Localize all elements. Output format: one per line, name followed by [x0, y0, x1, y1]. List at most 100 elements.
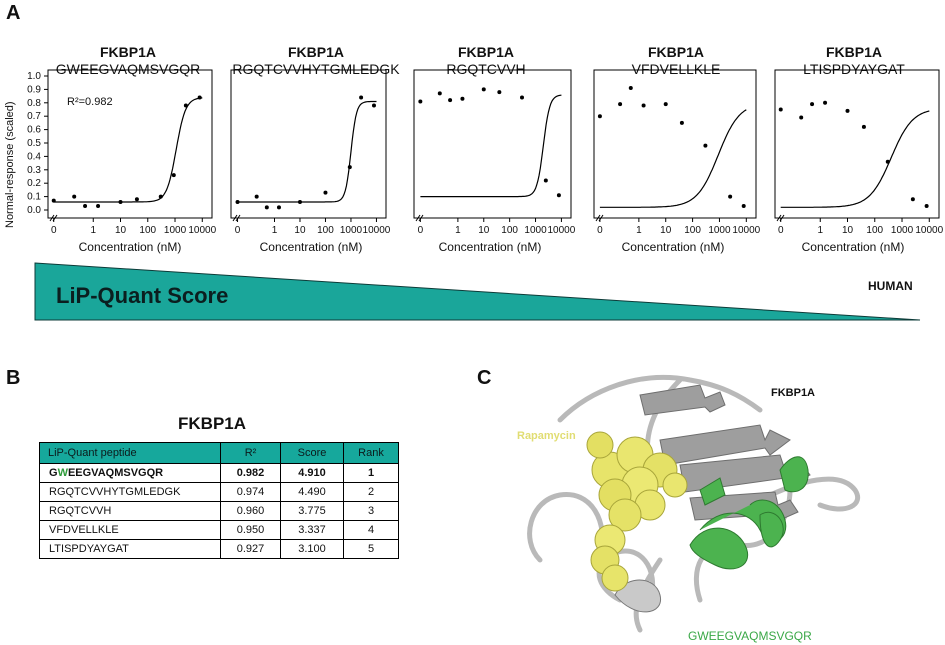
x-tick-label: 100 [866, 225, 883, 236]
rank-cell: 5 [343, 539, 399, 559]
data-point-5-2 [810, 102, 815, 107]
score-cell: 3.100 [280, 539, 344, 559]
peptide-cell: RGQTCVVH [39, 501, 221, 521]
score-wedge-shape [34, 262, 921, 321]
table-row: LTISPDYAYGAT 0.927 3.100 5 [39, 539, 399, 559]
fit-curve-3 [420, 94, 562, 198]
x-axis-label-4: Concentration (nM) [621, 240, 725, 254]
data-point-5-8 [924, 203, 929, 208]
protein-backbone [527, 374, 860, 633]
x-axis-label-2: Concentration (nM) [259, 240, 363, 254]
plot-peptide-3: RGQTCVVH [446, 61, 526, 77]
y-tick-label: 0.4 [27, 151, 41, 162]
peptide-cell: RGQTCVVHYTGMLEDGK [39, 482, 221, 502]
structure-protein-label: FKBP1A [771, 387, 816, 399]
y-tick-label: 0.0 [27, 205, 41, 216]
col-peptide: LiP-Quant peptide [39, 442, 221, 464]
r2-cell: 0.960 [220, 501, 281, 521]
plot-peptide-1: GWEEGVAQMSVGQR [55, 61, 201, 77]
y-tick-label: 0.5 [27, 138, 41, 149]
dose-response-charts: 0 1 10 100 1000 100000.00.10.20.30.40.50.60.7… [27, 69, 944, 236]
data-point-3-6 [519, 95, 524, 100]
data-point-5-7 [910, 197, 915, 202]
x-tick-label: 0 [778, 225, 784, 236]
panel-letter-a: A [6, 2, 21, 24]
score-cell: 3.775 [280, 501, 344, 521]
data-point-3-8 [556, 193, 561, 198]
plot-peptide-4: VFDVELLKLE [631, 61, 721, 77]
data-point-4-0 [597, 114, 602, 119]
plot-frame-3 [413, 69, 572, 219]
data-point-3-5 [497, 90, 502, 95]
x-tick-label: 10000 [188, 225, 216, 236]
x-tick-label: 10 [842, 225, 854, 236]
peptide-cell: LTISPDYAYGAT [39, 539, 221, 559]
data-point-1-5 [134, 197, 139, 202]
plot-title-1: FKBP1A GWEEGVAQMSVGQR [43, 44, 213, 78]
data-point-5-1 [799, 115, 804, 120]
data-point-4-2 [628, 86, 633, 91]
x-tick-label: 10000 [548, 225, 576, 236]
col-score: Score [280, 442, 344, 464]
x-tick-label: 1 [272, 225, 278, 236]
plot-frame-5 [774, 69, 940, 219]
data-point-1-3 [96, 203, 101, 208]
rapamycin-spheres [586, 431, 688, 592]
data-point-2-2 [264, 205, 269, 210]
rank-cell: 4 [343, 520, 399, 540]
data-point-2-0 [235, 199, 240, 204]
table-row: RGQTCVVHYTGMLEDGK 0.974 4.490 2 [39, 482, 399, 502]
table-row: GWEEGVAQMSVGQR 0.982 4.910 1 [39, 463, 399, 483]
plot-peptide-2: RGQTCVVHYTGMLEDGK [232, 61, 400, 77]
x-tick-label: 1000 [524, 225, 547, 236]
plot-title-2: FKBP1A RGQTCVVHYTGMLEDGK [226, 44, 406, 78]
r2-cell: 0.950 [220, 520, 281, 540]
rank-cell: 1 [343, 463, 399, 483]
data-point-5-4 [845, 108, 850, 113]
data-point-1-0 [51, 198, 56, 203]
x-tick-label: 1000 [708, 225, 731, 236]
x-tick-label: 0 [51, 225, 57, 236]
data-point-1-2 [83, 203, 88, 208]
data-point-5-3 [823, 100, 828, 105]
x-axis-label-5: Concentration (nM) [801, 240, 905, 254]
rank-cell: 2 [343, 482, 399, 502]
peptide-start: G [49, 467, 58, 479]
x-tick-label: 1 [817, 225, 823, 236]
fit-curve-5 [780, 110, 930, 208]
fit-curve-2 [237, 100, 377, 203]
panel-letter-b: B [6, 367, 21, 389]
x-tick-label: 0 [418, 225, 424, 236]
fit-curve-4 [599, 109, 747, 208]
x-tick-label: 10 [478, 225, 490, 236]
score-cell: 4.910 [280, 463, 344, 483]
x-tick-label: 1 [636, 225, 642, 236]
x-tick-label: 100 [139, 225, 156, 236]
data-point-3-2 [448, 98, 453, 103]
data-point-1-1 [72, 194, 77, 199]
x-tick-label: 1000 [340, 225, 363, 236]
r2-annotation: R²=0.982 [67, 96, 113, 108]
data-point-4-5 [679, 120, 684, 125]
data-point-1-6 [158, 194, 163, 199]
table-row: VFDVELLKLE 0.950 3.337 4 [39, 520, 399, 540]
x-axis-label-1: Concentration (nM) [78, 240, 182, 254]
score-cell: 3.337 [280, 520, 344, 540]
y-tick-label: 0.2 [27, 178, 41, 189]
data-point-3-0 [418, 99, 423, 104]
plot-title-5: FKBP1A LTISPDYAYGAT [769, 44, 939, 78]
x-tick-label: 1 [90, 225, 96, 236]
data-point-2-8 [371, 103, 376, 108]
data-point-3-1 [437, 91, 442, 96]
fit-curve-1 [53, 97, 203, 203]
y-tick-label: 0.8 [27, 98, 41, 109]
plot-peptide-5: LTISPDYAYGAT [803, 61, 905, 77]
x-tick-label: 10000 [915, 225, 943, 236]
data-point-4-6 [703, 143, 708, 148]
data-point-1-7 [171, 173, 176, 178]
data-point-4-7 [728, 194, 733, 199]
data-point-1-8 [183, 103, 188, 108]
x-tick-label: 0 [235, 225, 241, 236]
r2-cell: 0.974 [220, 482, 281, 502]
x-tick-label: 100 [501, 225, 518, 236]
